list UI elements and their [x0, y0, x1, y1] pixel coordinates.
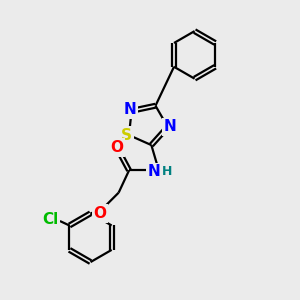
Text: S: S [121, 128, 132, 142]
Text: O: O [111, 140, 124, 155]
Text: N: N [164, 119, 176, 134]
Text: Cl: Cl [42, 212, 58, 227]
Text: N: N [148, 164, 161, 179]
Text: O: O [94, 206, 107, 221]
Text: N: N [124, 102, 136, 117]
Text: H: H [162, 165, 172, 178]
